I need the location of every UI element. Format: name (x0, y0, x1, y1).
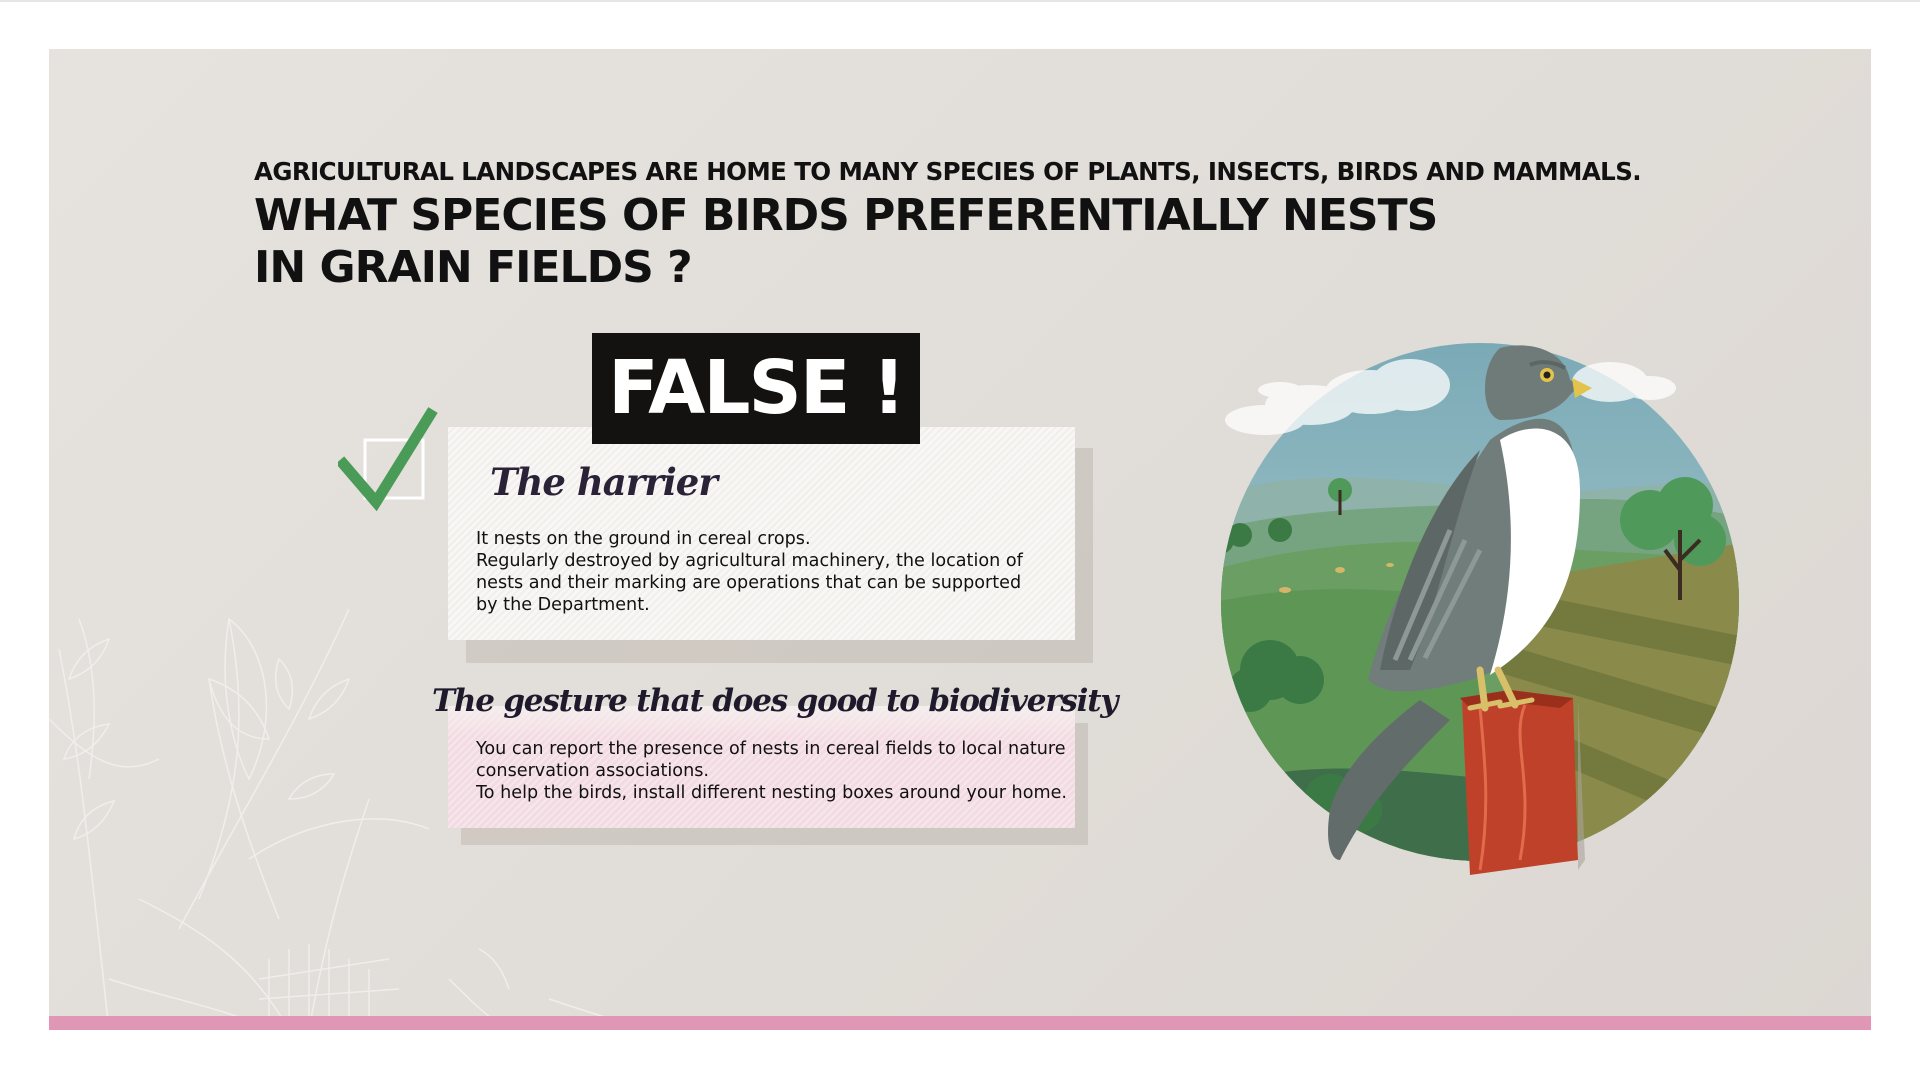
bird-illustration (1221, 343, 1739, 875)
foliage-decoration (49, 608, 650, 1030)
answer-line: by the Department. (476, 595, 650, 615)
gesture-card-fade (448, 706, 1075, 736)
gesture-line: conservation associations. (476, 761, 709, 781)
accent-bar (49, 1016, 1871, 1030)
gesture-line: You can report the presence of nests in … (476, 739, 1066, 759)
post (1460, 690, 1585, 875)
verdict-badge: FALSE ! (592, 333, 920, 444)
top-divider (0, 0, 1920, 2)
harrier (1328, 345, 1592, 860)
answer-line: It nests on the ground in cereal crops. (476, 529, 811, 549)
question-line-2: IN GRAIN FIELDS ? (254, 242, 693, 293)
answer-card (448, 427, 1075, 640)
checkmark-icon (338, 407, 438, 512)
intro-statement: AGRICULTURAL LANDSCAPES ARE HOME TO MANY… (254, 157, 1642, 186)
gesture-line: To help the birds, install different nes… (476, 783, 1068, 803)
question-line-1: WHAT SPECIES OF BIRDS PREFERENTIALLY NES… (254, 190, 1438, 241)
clouds (1225, 359, 1676, 435)
bird-name: The harrier (490, 460, 718, 504)
answer-line: nests and their marking are operations t… (476, 573, 1022, 593)
quiz-question: WHAT SPECIES OF BIRDS PREFERENTIALLY NES… (254, 190, 1438, 294)
gesture-text: You can report the presence of nests in … (476, 738, 1067, 804)
gesture-title: The gesture that does good to biodiversi… (432, 683, 1118, 719)
answer-line: Regularly destroyed by agricultural mach… (476, 551, 1023, 571)
answer-text: It nests on the ground in cereal crops. … (476, 528, 1023, 616)
